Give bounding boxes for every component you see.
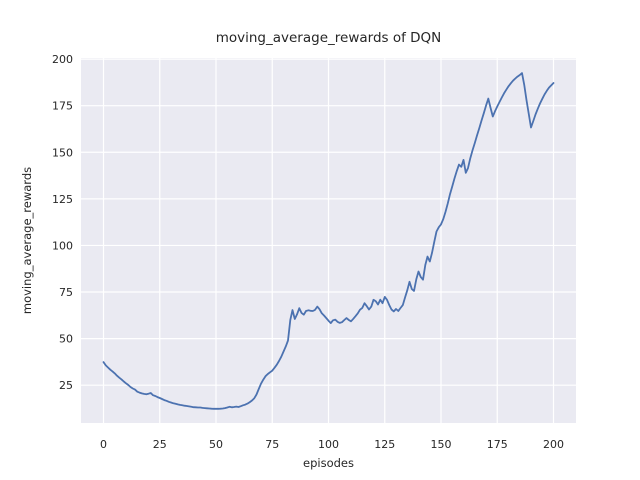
- tick-label-layer: 0 25 50 75 100 125 150 175 200 25 50 75 100 125 150 175…: [52, 53, 564, 451]
- y-tick-label: 25: [59, 379, 73, 392]
- x-tick-label: 50: [209, 438, 223, 451]
- y-axis-label: moving_average_rewards: [20, 167, 34, 314]
- x-tick-label: 150: [431, 438, 452, 451]
- y-tick-label: 150: [52, 146, 73, 159]
- x-tick-label: 75: [265, 438, 279, 451]
- data-line-layer: [102, 72, 555, 410]
- data-line: [102, 72, 555, 410]
- x-tick-label: 0: [100, 438, 107, 451]
- x-tick-label: 100: [318, 438, 339, 451]
- y-tick-label: 175: [52, 100, 73, 113]
- y-tick-label: 200: [52, 53, 73, 66]
- y-tick-label: 50: [59, 333, 73, 346]
- x-tick-label: 25: [153, 438, 167, 451]
- y-tick-label: 100: [52, 239, 73, 252]
- x-tick-label: 200: [543, 438, 564, 451]
- y-tick-label: 125: [52, 193, 73, 206]
- chart-title: moving_average_rewards of DQN: [216, 30, 442, 46]
- grid-layer: [81, 58, 576, 423]
- y-tick-label: 75: [59, 286, 73, 299]
- x-tick-label: 175: [487, 438, 508, 451]
- x-tick-label: 125: [374, 438, 395, 451]
- x-axis-label: episodes: [303, 456, 354, 470]
